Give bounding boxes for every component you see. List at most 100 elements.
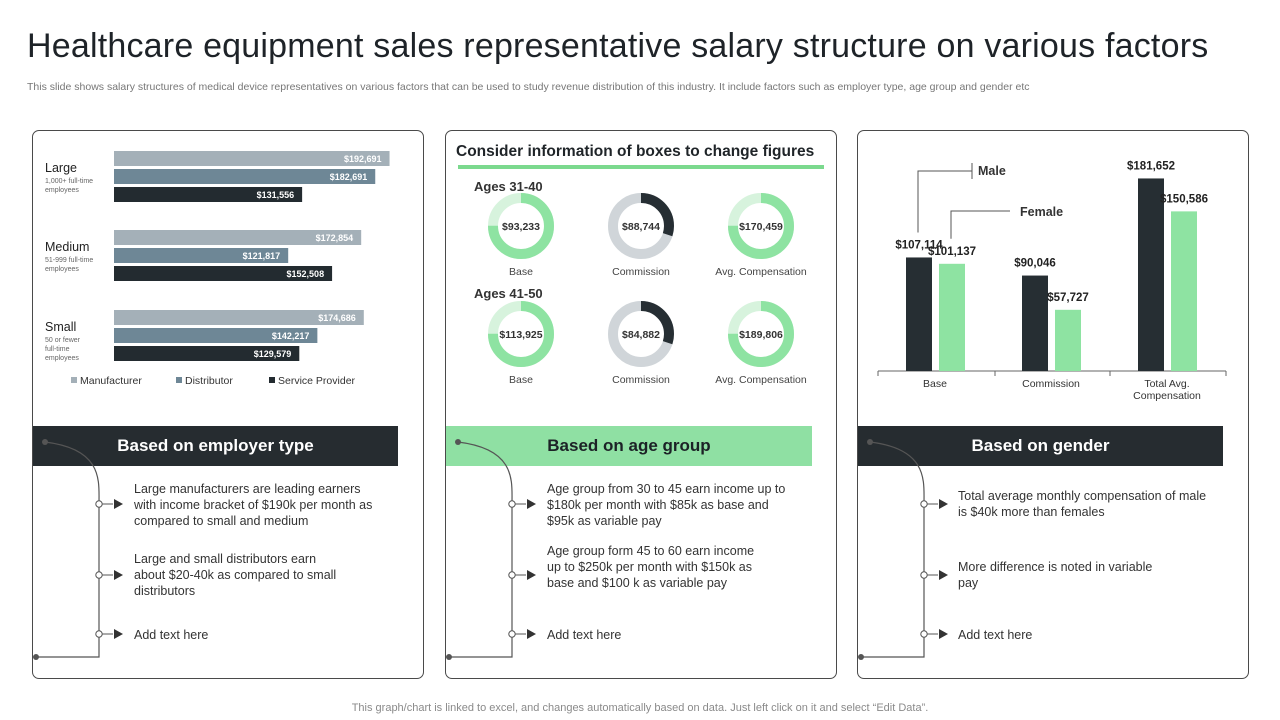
bullet-marker-1: [508, 499, 536, 509]
bullet-marker-2: [95, 570, 123, 580]
legend-label: Service Provider: [278, 375, 356, 387]
bullet-marker-1: [920, 499, 948, 509]
bullet-marker-2: [920, 570, 948, 580]
employer-type-panel: Large 1,000+ full-time employees $192,691 $1…: [32, 130, 424, 679]
gender-bullet-3[interactable]: Add text here: [958, 628, 1033, 642]
footer-note: This graph/chart is linked to excel, and…: [351, 702, 929, 714]
legend-label-female: Female: [1020, 205, 1063, 219]
category-subtitle: employees: [45, 266, 79, 273]
bar-female: [939, 263, 965, 371]
age-group-label-2: Ages 41-50: [474, 286, 543, 301]
legend-leader-female: [950, 210, 1010, 239]
employer-bullet-3[interactable]: Add text here: [134, 628, 209, 642]
bar-service-provider: [114, 266, 333, 281]
age-bullet-2: Age group form 45 to 60 earn income up t…: [547, 544, 755, 590]
bullet-marker-3: [508, 629, 536, 639]
employer-type-bar-chart: Large 1,000+ full-time employees $192,691 $1…: [45, 151, 390, 387]
donut-label: Avg. Compensation: [715, 374, 807, 386]
bar-value-label: $121,817: [243, 251, 281, 261]
page-subtitle: This slide shows salary structures of me…: [27, 81, 1030, 93]
donut-arc: [608, 301, 674, 367]
category-subtitle: 51-999 full-time: [45, 257, 93, 264]
donut-value: $88,744: [622, 221, 660, 233]
x-tick-label: Base: [923, 378, 947, 390]
category-label: Medium: [45, 240, 89, 254]
legend-swatch: [176, 377, 182, 383]
bullet-marker-3: [95, 629, 123, 639]
employer-type-header: Based on employer type: [33, 426, 398, 466]
donut-value: $170,459: [739, 221, 783, 233]
category-subtitle: employees: [45, 187, 79, 194]
bar-manufacturer: [114, 310, 364, 325]
age-group-label-1: Ages 31-40: [474, 179, 543, 194]
donut-label: Commission: [612, 266, 670, 278]
bar-female: [1055, 309, 1081, 371]
age-bullet-3[interactable]: Add text here: [547, 628, 622, 642]
donut-value: $84,882: [622, 329, 660, 341]
category-label: Large: [45, 161, 77, 175]
bar-distributor: [114, 328, 318, 343]
legend-label: Distributor: [185, 375, 233, 387]
donut-label: Commission: [612, 374, 670, 386]
bar-value-label: $152,508: [287, 269, 325, 279]
donut-value: $113,925: [499, 329, 542, 341]
gender-bullet-2: More difference is noted in variable pay: [958, 560, 1153, 590]
legend-swatch: [71, 377, 77, 383]
category-subtitle: 50 or fewer: [45, 337, 81, 344]
bar-value-label: $174,686: [318, 313, 356, 323]
donut-value: $189,806: [739, 329, 783, 341]
legend-label-male: Male: [978, 164, 1006, 178]
gender-bullet-1: Total average monthly compensation of ma…: [958, 489, 1207, 519]
bar-male: [906, 257, 932, 371]
x-tick-label: Commission: [1022, 378, 1080, 390]
change-figures-heading: Consider information of boxes to change …: [456, 143, 815, 160]
bullet-marker-2: [508, 570, 536, 580]
age-bullet-1: Age group from 30 to 45 earn income up t…: [547, 482, 786, 528]
bar-value-label: $101,137: [928, 246, 976, 258]
category-subtitle: full-time: [45, 346, 70, 353]
bar-male: [1022, 275, 1048, 371]
bar-value-label: $172,854: [316, 233, 354, 243]
donut-arc: [608, 193, 674, 259]
age-group-header: Based on age group: [446, 426, 812, 466]
gender-connector: [858, 439, 948, 660]
gender-bar-chart: $107,114$101,137 Base $90,046 $57,727 Commis…: [877, 160, 1227, 402]
bar-female: [1171, 211, 1197, 371]
bar-value-label: $182,691: [330, 172, 368, 182]
donut-label: Avg. Compensation: [715, 266, 807, 278]
bar-value-label: $192,691: [344, 154, 382, 164]
bar-value-label: $150,586: [1160, 193, 1208, 205]
donut-arc: [728, 301, 794, 367]
page-title: Healthcare equipment sales representativ…: [27, 27, 1209, 65]
bar-value-label: $142,217: [272, 331, 310, 341]
donut-label: Base: [509, 266, 533, 278]
bar-value-label: $181,652: [1127, 160, 1175, 172]
age-group-panel: Consider information of boxes to change …: [445, 130, 837, 679]
donut-label: Base: [509, 374, 533, 386]
bar-manufacturer: [114, 151, 390, 166]
age-group-donuts: $93,233 Base $88,744 Commission $170,459 Avg.…: [488, 193, 807, 386]
employer-bullet-1: Large manufacturers are leading earners …: [134, 482, 373, 528]
bullet-marker-3: [920, 629, 948, 639]
bar-value-label: $90,046: [1014, 258, 1056, 270]
bar-distributor: [114, 169, 376, 184]
gender-panel: $107,114 $101,137 Base $90,046 $57,727 Commis…: [857, 130, 1249, 679]
bar-distributor: [114, 248, 289, 263]
bar-manufacturer: [114, 230, 362, 245]
category-subtitle: employees: [45, 355, 79, 362]
bar-value-label: $131,556: [257, 190, 295, 200]
legend-label: Manufacturer: [80, 375, 142, 387]
heading-underline: [458, 165, 824, 169]
employer-connector: [33, 439, 123, 660]
category-label: Small: [45, 320, 76, 334]
bar-service-provider: [114, 346, 300, 361]
donut-arc: [488, 301, 554, 367]
category-subtitle: 1,000+ full-time: [45, 178, 93, 185]
legend-leader-male: [917, 170, 972, 233]
bar-value-label: $107,114: [895, 239, 943, 251]
donut-arc: [728, 193, 794, 259]
bar-value-label: $57,727: [1047, 292, 1089, 304]
donut-arc: [488, 193, 554, 259]
gender-header: Based on gender: [858, 426, 1223, 466]
x-tick-label: Total Avg.: [1144, 378, 1189, 390]
